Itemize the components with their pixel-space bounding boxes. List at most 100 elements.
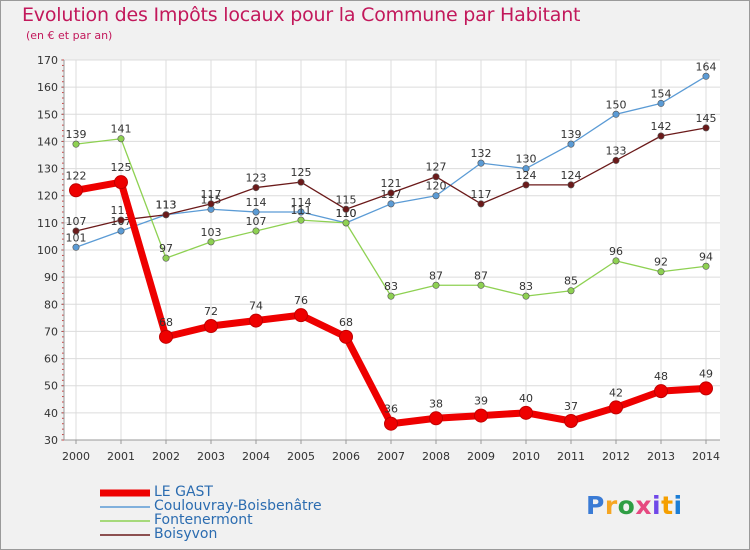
y-tick-label: 150 <box>37 108 58 121</box>
data-point <box>117 216 125 224</box>
data-label: 111 <box>291 204 312 217</box>
data-point <box>252 227 260 235</box>
y-tick-label: 30 <box>44 434 58 447</box>
data-label: 124 <box>561 169 582 182</box>
data-point <box>159 329 173 344</box>
data-point <box>657 99 665 107</box>
data-point <box>162 211 170 219</box>
x-tick-label: 2005 <box>287 450 315 463</box>
logo-letter: t <box>661 491 674 520</box>
data-point <box>699 381 713 396</box>
data-point <box>429 411 443 426</box>
y-tick-label: 120 <box>37 190 58 203</box>
data-label: 74 <box>249 300 263 313</box>
data-point <box>612 110 620 118</box>
data-point <box>702 124 710 132</box>
data-point <box>567 287 575 295</box>
data-label: 40 <box>519 392 533 405</box>
data-label: 42 <box>609 386 623 399</box>
y-tick-label: 90 <box>44 271 58 284</box>
y-tick-label: 170 <box>37 54 58 67</box>
data-point <box>522 292 530 300</box>
data-label: 139 <box>66 128 87 141</box>
logo-letter: r <box>604 491 618 520</box>
chart-subtitle: (en € et par an) <box>26 29 113 42</box>
x-tick-label: 2007 <box>377 450 405 463</box>
series-le-gast: 122 125 68 72 74 76 68 36 38 39 40 37 42 48 49 <box>66 161 713 431</box>
data-point <box>117 135 125 143</box>
data-point <box>72 243 80 251</box>
x-tick-label: 2002 <box>152 450 180 463</box>
data-point <box>654 384 668 399</box>
y-tick-label: 160 <box>37 81 58 94</box>
data-label: 114 <box>246 196 267 209</box>
data-label: 92 <box>654 256 668 269</box>
data-point <box>702 72 710 80</box>
logo-letter: x <box>635 491 652 520</box>
data-label: 150 <box>606 98 627 111</box>
data-label: 38 <box>429 397 443 410</box>
x-tick-label: 2009 <box>467 450 495 463</box>
legend-label: Coulouvray-Boisbenâtre <box>154 498 322 514</box>
data-point <box>567 181 575 189</box>
x-tick-label: 2014 <box>692 450 720 463</box>
data-label: 107 <box>66 215 87 228</box>
data-point <box>294 308 308 323</box>
y-tick-label: 100 <box>37 244 58 257</box>
data-label: 83 <box>519 280 533 293</box>
data-point <box>432 281 440 289</box>
data-point <box>342 205 350 213</box>
data-point <box>387 292 395 300</box>
data-point <box>522 181 530 189</box>
data-label: 145 <box>696 112 717 125</box>
data-label: 49 <box>699 367 713 380</box>
legend-label: LE GAST <box>154 484 213 500</box>
data-point <box>339 329 353 344</box>
data-point <box>432 192 440 200</box>
x-tick-label: 2008 <box>422 450 450 463</box>
data-point <box>567 140 575 148</box>
x-tick-label: 2011 <box>557 450 585 463</box>
data-label: 103 <box>201 226 222 239</box>
data-label: 87 <box>429 269 443 282</box>
y-tick-label: 130 <box>37 163 58 176</box>
x-tick-label: 2013 <box>647 450 675 463</box>
data-point <box>702 262 710 270</box>
data-label: 132 <box>471 147 492 160</box>
data-point <box>477 200 485 208</box>
data-label: 141 <box>111 123 132 136</box>
proxiti-logo: Proxiti <box>586 491 683 520</box>
data-point <box>252 208 260 216</box>
data-label: 110 <box>336 207 357 220</box>
series-fontenermont: 139 141 97 103 107 111 110 83 87 87 83 85 96 92 94 <box>66 123 713 300</box>
data-label: 96 <box>609 245 623 258</box>
data-point <box>249 313 263 328</box>
series-boisyvon: 107 111 113 117 123 125 115 121 127 117 124 124 133 1… <box>66 112 717 235</box>
series-coulouvray-boisbenatre: 1011071131151141141101171201321301391501… <box>66 60 717 251</box>
x-tick-label: 2004 <box>242 450 270 463</box>
data-label: 48 <box>654 370 668 383</box>
data-label: 164 <box>696 60 717 73</box>
x-tick-label: 2010 <box>512 450 540 463</box>
data-point <box>207 238 215 246</box>
data-label: 121 <box>381 177 402 190</box>
y-tick-label: 140 <box>37 135 58 148</box>
data-label: 101 <box>66 231 87 244</box>
data-point <box>207 200 215 208</box>
legend-label: Boisyvon <box>154 526 218 542</box>
logo-letter: i <box>673 491 683 520</box>
data-label: 122 <box>66 169 87 182</box>
data-label: 154 <box>651 87 672 100</box>
data-point <box>117 227 125 235</box>
data-label: 113 <box>156 199 177 212</box>
data-label: 125 <box>111 161 132 174</box>
data-label: 94 <box>699 250 713 263</box>
data-label: 68 <box>159 316 173 329</box>
data-point <box>204 319 218 333</box>
y-tick-label: 110 <box>37 217 58 230</box>
data-label: 124 <box>516 169 537 182</box>
x-tick-label: 2003 <box>197 450 225 463</box>
data-label: 114 <box>291 196 312 209</box>
y-tick-label: 60 <box>44 353 58 366</box>
data-point <box>387 189 395 197</box>
